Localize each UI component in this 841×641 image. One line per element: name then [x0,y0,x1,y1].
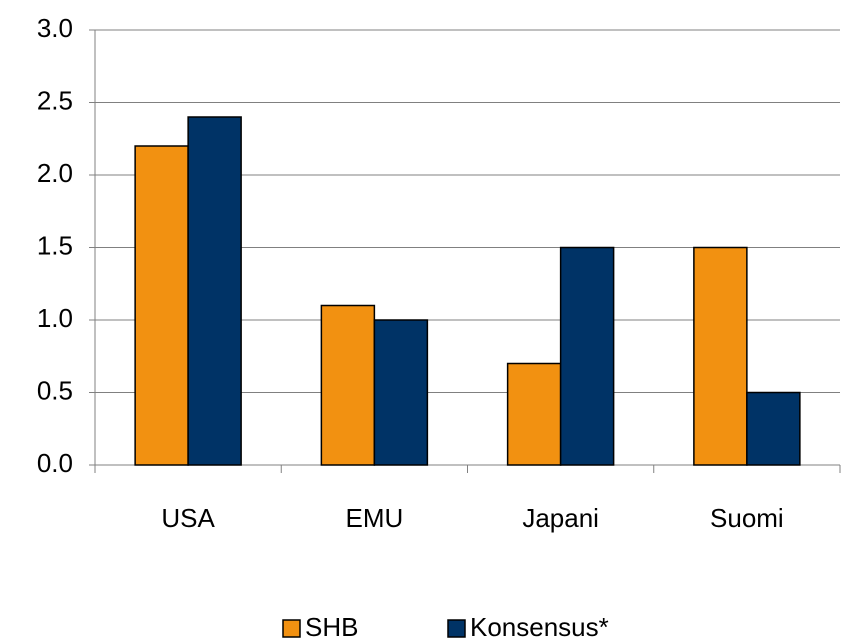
legend-swatch [447,619,466,638]
y-tick-label: 2.5 [37,85,73,115]
y-tick-label: 2.0 [37,158,73,188]
bar [506,362,562,466]
bar [746,391,801,466]
x-tick-label: Suomi [710,503,784,533]
legend-label: Konsensus* [470,612,609,641]
y-tick-label: 0.0 [37,448,73,478]
bar [693,246,748,466]
y-tick-label: 0.5 [37,375,73,405]
y-tick-label: 1.5 [37,230,73,260]
bar [373,319,429,466]
bar [559,246,615,466]
x-tick-label: EMU [345,503,403,533]
x-tick-label: Japani [522,503,599,533]
legend-label: SHB [305,612,358,641]
bar [187,116,242,466]
legend-swatch [282,619,301,638]
y-tick-label: 3.0 [37,13,73,43]
x-tick-label: USA [161,503,215,533]
y-tick-label: 1.0 [37,303,73,333]
bar [320,304,376,466]
bar [134,145,189,466]
